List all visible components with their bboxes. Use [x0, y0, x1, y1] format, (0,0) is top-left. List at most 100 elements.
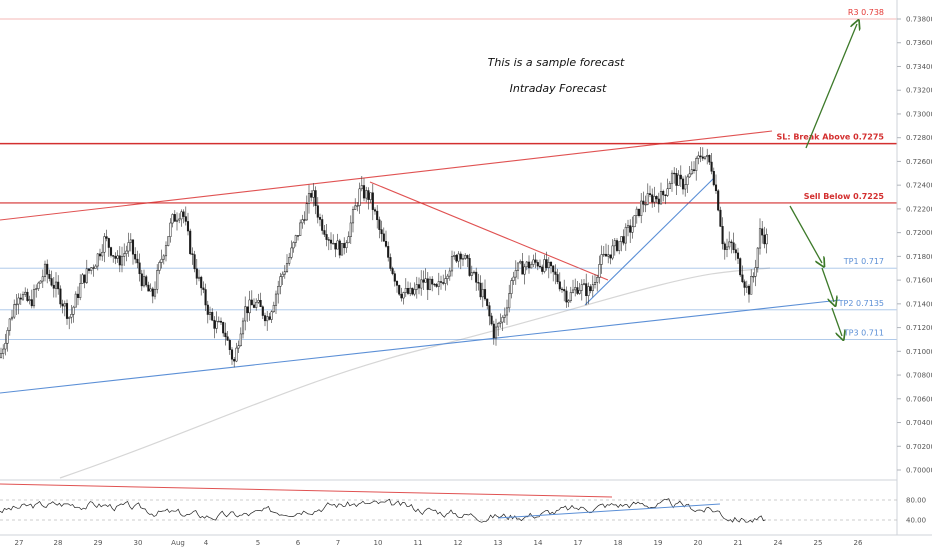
candle	[332, 234, 335, 245]
candle	[692, 161, 696, 174]
candle	[281, 271, 284, 286]
candle	[349, 215, 352, 245]
candle	[87, 268, 91, 274]
candle	[514, 260, 517, 285]
candle	[222, 321, 225, 337]
candle	[202, 281, 205, 294]
candle	[681, 176, 685, 195]
candle	[211, 308, 214, 322]
candle	[541, 264, 544, 275]
candle	[138, 253, 141, 282]
time-tick-label: 7	[336, 539, 340, 547]
candle	[10, 309, 14, 321]
candle	[618, 241, 621, 255]
candle	[76, 286, 80, 306]
candle	[723, 241, 726, 260]
candle	[591, 275, 594, 298]
candle	[103, 232, 106, 263]
candle	[224, 322, 227, 346]
candle	[182, 209, 185, 224]
rsi-blue-trendline	[497, 503, 721, 519]
candle	[68, 316, 71, 330]
candle	[277, 280, 280, 304]
candle	[549, 260, 553, 274]
candle	[382, 227, 385, 242]
candle	[662, 189, 665, 202]
candle	[620, 236, 623, 252]
candle	[706, 148, 709, 165]
time-axis[interactable]: 27 28 29 30 Aug 4 5 6 7 10 11 12 13 14 17 18 19 20 21 24 25 2…	[15, 539, 863, 547]
candle	[761, 221, 764, 244]
candle	[464, 253, 467, 260]
candle	[703, 156, 707, 161]
candle	[145, 274, 148, 288]
candle	[400, 287, 403, 302]
candle	[563, 279, 566, 302]
candle	[134, 247, 137, 264]
candle	[527, 255, 531, 274]
candle	[585, 273, 588, 306]
candle	[270, 310, 273, 324]
candle	[560, 286, 564, 293]
candle	[15, 294, 18, 316]
candle	[259, 292, 262, 307]
candle	[505, 299, 509, 325]
candle	[96, 252, 99, 271]
candle	[708, 154, 711, 165]
candle	[171, 213, 174, 228]
candle	[631, 216, 634, 239]
candle	[420, 270, 423, 296]
forecast-arrow	[789, 205, 822, 263]
candle	[255, 298, 258, 311]
candle	[492, 320, 495, 345]
time-tick-label: 27	[15, 539, 24, 547]
candle	[571, 279, 575, 294]
candle	[664, 194, 667, 205]
candle	[283, 265, 286, 279]
candle	[670, 170, 674, 192]
candle	[354, 198, 357, 210]
candle	[384, 230, 388, 248]
annotation-intraday: Intraday Forecast	[510, 82, 607, 95]
candle	[739, 257, 742, 277]
candle	[200, 275, 203, 296]
candle	[406, 281, 410, 296]
upper-channel-line	[0, 130, 773, 221]
candle	[219, 317, 223, 325]
candle	[310, 190, 313, 202]
candle	[74, 291, 77, 308]
candle	[690, 161, 693, 176]
candle	[169, 218, 172, 243]
time-tick-label: Aug	[171, 539, 185, 547]
candle	[721, 217, 724, 250]
forecast-arrow	[831, 307, 842, 336]
candle	[659, 182, 663, 205]
candle	[6, 327, 9, 352]
candle	[197, 269, 201, 282]
level-label: R3 0.738	[848, 8, 884, 17]
candle	[114, 252, 117, 265]
candle	[587, 282, 590, 305]
candle	[365, 186, 368, 203]
candle	[338, 238, 341, 259]
candle	[391, 266, 394, 276]
candle	[459, 251, 462, 270]
candle	[728, 231, 731, 250]
candle	[593, 274, 597, 289]
candle	[750, 269, 753, 295]
candle	[686, 174, 689, 193]
candle	[725, 238, 729, 258]
candle	[296, 235, 300, 241]
candle	[274, 290, 278, 314]
candle	[358, 182, 361, 214]
candle	[59, 285, 62, 308]
forecast-arrows	[789, 24, 857, 336]
candle	[378, 216, 381, 239]
